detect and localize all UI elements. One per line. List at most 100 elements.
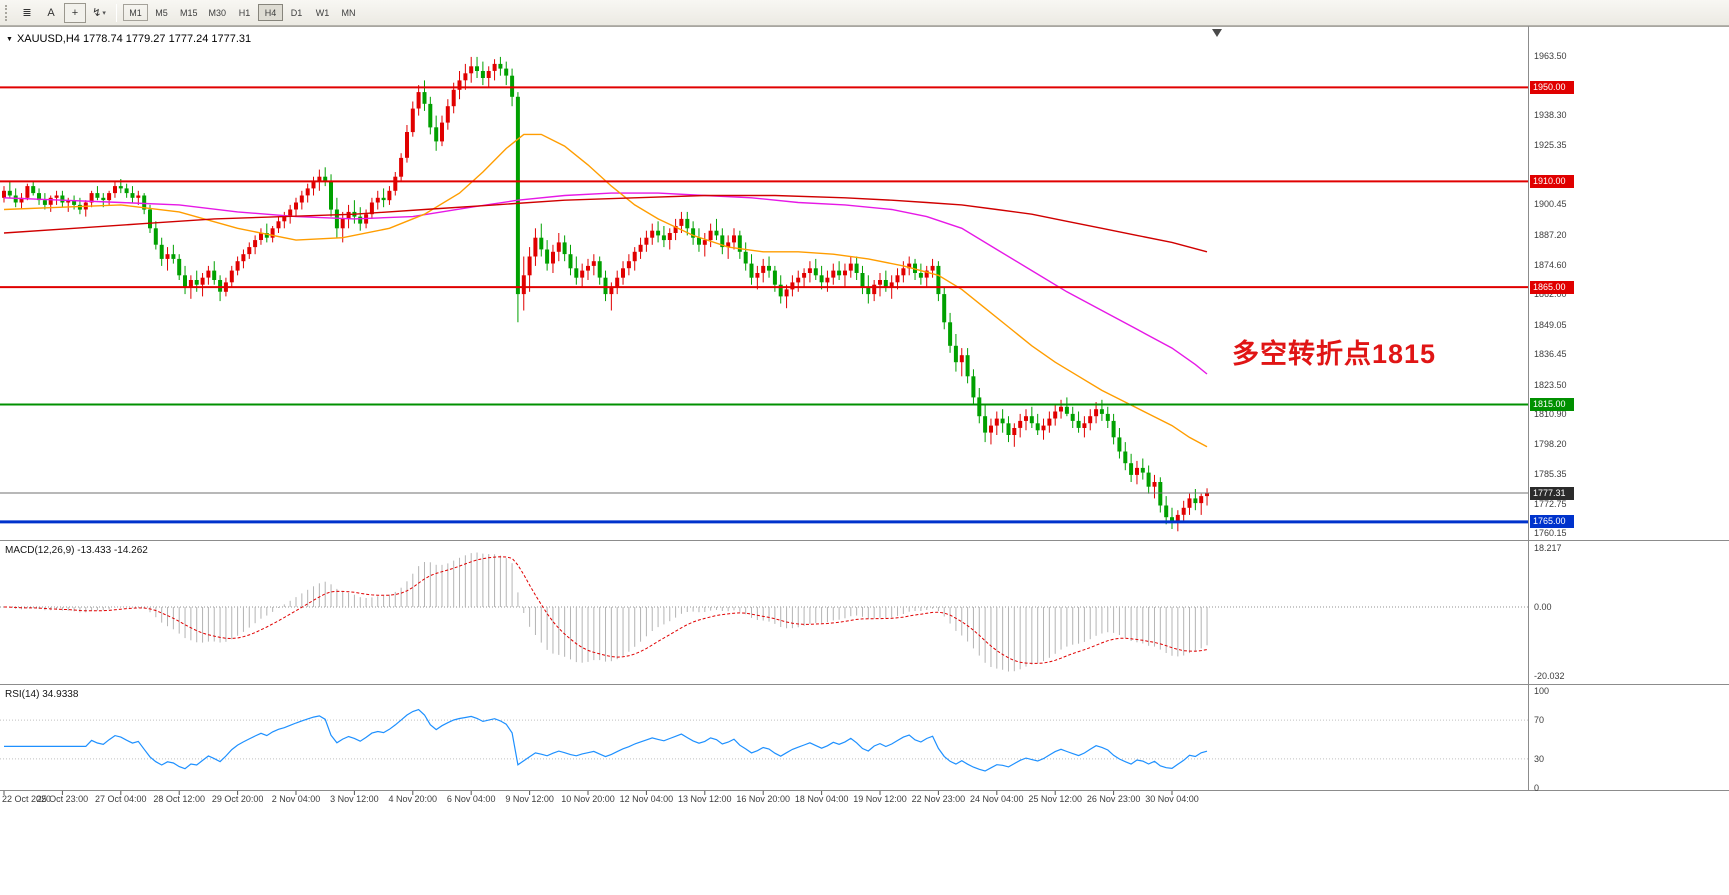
candle-body (679, 218, 684, 226)
timeframe-button-m15[interactable]: M15 (175, 4, 203, 21)
candle-body (1140, 467, 1145, 473)
candle-body (101, 197, 106, 201)
candle-body (1181, 507, 1186, 515)
candle-body (749, 263, 754, 278)
timeframe-button-m30[interactable]: M30 (204, 4, 232, 21)
timeframe-button-d1[interactable]: D1 (284, 4, 309, 21)
candle-body (492, 63, 497, 71)
candle-body (907, 263, 912, 269)
candle-body (726, 242, 731, 248)
rsi-indicator-label: RSI(14) 34.9338 (5, 689, 79, 700)
candle-body (77, 204, 82, 210)
price-tick-1874.60: 1874.60 (1534, 259, 1567, 270)
chart-shift-icon[interactable] (1212, 29, 1222, 37)
candle-body (445, 106, 450, 123)
candle-body (1094, 409, 1099, 417)
chart-canvas[interactable] (0, 26, 1729, 810)
candle-body (264, 233, 269, 238)
candle-body (1146, 472, 1151, 487)
candle-body (2, 190, 6, 198)
candle-body (942, 294, 947, 323)
candle-body (626, 261, 631, 269)
time-label-18-Nov-04-00: 18 Nov 04:00 (794, 794, 849, 804)
candle-body (346, 211, 351, 219)
draw-tools-dropdown[interactable]: ↯ ▾ (88, 3, 110, 23)
candle-body (405, 132, 409, 158)
candle-body (317, 176, 322, 182)
candle-body (177, 258, 182, 276)
candle-body (609, 287, 614, 295)
charts-menu-icon[interactable]: ≣ (16, 3, 38, 23)
time-label-2-Nov-04-00: 2 Nov 04:00 (271, 794, 321, 804)
timeframe-button-m1[interactable]: M1 (123, 4, 148, 21)
timeframe-button-m5[interactable]: M5 (149, 4, 174, 21)
candle-body (1164, 505, 1169, 518)
candle-body (1000, 418, 1005, 424)
candle-body (632, 251, 637, 262)
candle-body (48, 197, 53, 205)
candle-body (866, 287, 871, 295)
level-price-tag-1950.00: 1950.00 (1530, 80, 1574, 94)
candle-body (434, 127, 439, 142)
candle-body (1029, 416, 1034, 424)
candle-body (778, 284, 783, 297)
time-label-26-Nov-23-00: 26 Nov 23:00 (1086, 794, 1141, 804)
candle-body (644, 237, 649, 245)
candle-body (860, 273, 865, 288)
ma-orange-line[interactable] (3, 133, 1208, 448)
candle-body (54, 195, 59, 198)
timeframe-button-w1[interactable]: W1 (310, 4, 335, 21)
candle-body (183, 275, 187, 287)
candle-body (1193, 498, 1198, 504)
candle-body (253, 240, 258, 248)
timeframe-button-h4[interactable]: H4 (258, 4, 284, 21)
candle-body (615, 277, 620, 288)
time-label-30-Nov-04-00: 30 Nov 04:00 (1145, 794, 1199, 804)
candle-body (737, 235, 742, 252)
candle-body (480, 71, 485, 78)
collapse-ohlc-icon[interactable]: ▼ (6, 35, 13, 43)
candle-body (410, 108, 415, 133)
candle-body (229, 270, 234, 283)
candle-body (638, 244, 643, 252)
text-tool-icon[interactable]: A (40, 3, 62, 23)
candle-body (416, 92, 421, 109)
toolbar-grip-handle[interactable] (5, 4, 9, 21)
candle-body (95, 193, 100, 198)
candle-body (685, 218, 690, 229)
time-label-27-Oct-04-00: 27 Oct 04:00 (95, 794, 147, 804)
candle-body (562, 242, 567, 255)
price-tick-1836.45: 1836.45 (1534, 349, 1567, 360)
candle-body (212, 270, 217, 280)
candle-body (790, 282, 795, 290)
timeframe-button-h1[interactable]: H1 (232, 4, 257, 21)
candle-body (784, 289, 789, 297)
candle-body (218, 280, 223, 292)
candle-body (568, 254, 573, 269)
time-label-29-Oct-20-00: 29 Oct 20:00 (211, 794, 264, 804)
candle-body (323, 176, 328, 182)
price-tick-1849.05: 1849.05 (1534, 319, 1567, 330)
ma-magenta-line[interactable] (3, 192, 1208, 375)
price-tick-1772.75: 1772.75 (1534, 498, 1567, 509)
macd-signal-line (3, 556, 1208, 664)
ma-red-line[interactable] (3, 194, 1208, 253)
level-price-tag-1765.00: 1765.00 (1530, 515, 1574, 529)
macd-indicator-label: MACD(12,26,9) -13.433 -14.262 (5, 545, 148, 556)
candle-body (883, 280, 888, 287)
candle-body (159, 244, 164, 259)
rsi-axis-100: 100 (1534, 686, 1550, 696)
candle-body (1059, 406, 1063, 412)
candle-body (673, 226, 678, 233)
price-tick-1810.90: 1810.90 (1534, 409, 1567, 420)
candle-body (691, 228, 696, 238)
crosshair-tool-icon[interactable]: + (64, 2, 86, 23)
candle-body (761, 265, 766, 273)
candle-body (440, 122, 444, 142)
candle-body (451, 89, 456, 107)
timeframe-button-mn[interactable]: MN (336, 4, 361, 21)
time-label-4-Nov-20-00: 4 Nov 20:00 (388, 794, 438, 804)
candle-body (953, 345, 958, 363)
price-tick-1887.20: 1887.20 (1534, 229, 1567, 240)
candle-body (130, 193, 135, 198)
